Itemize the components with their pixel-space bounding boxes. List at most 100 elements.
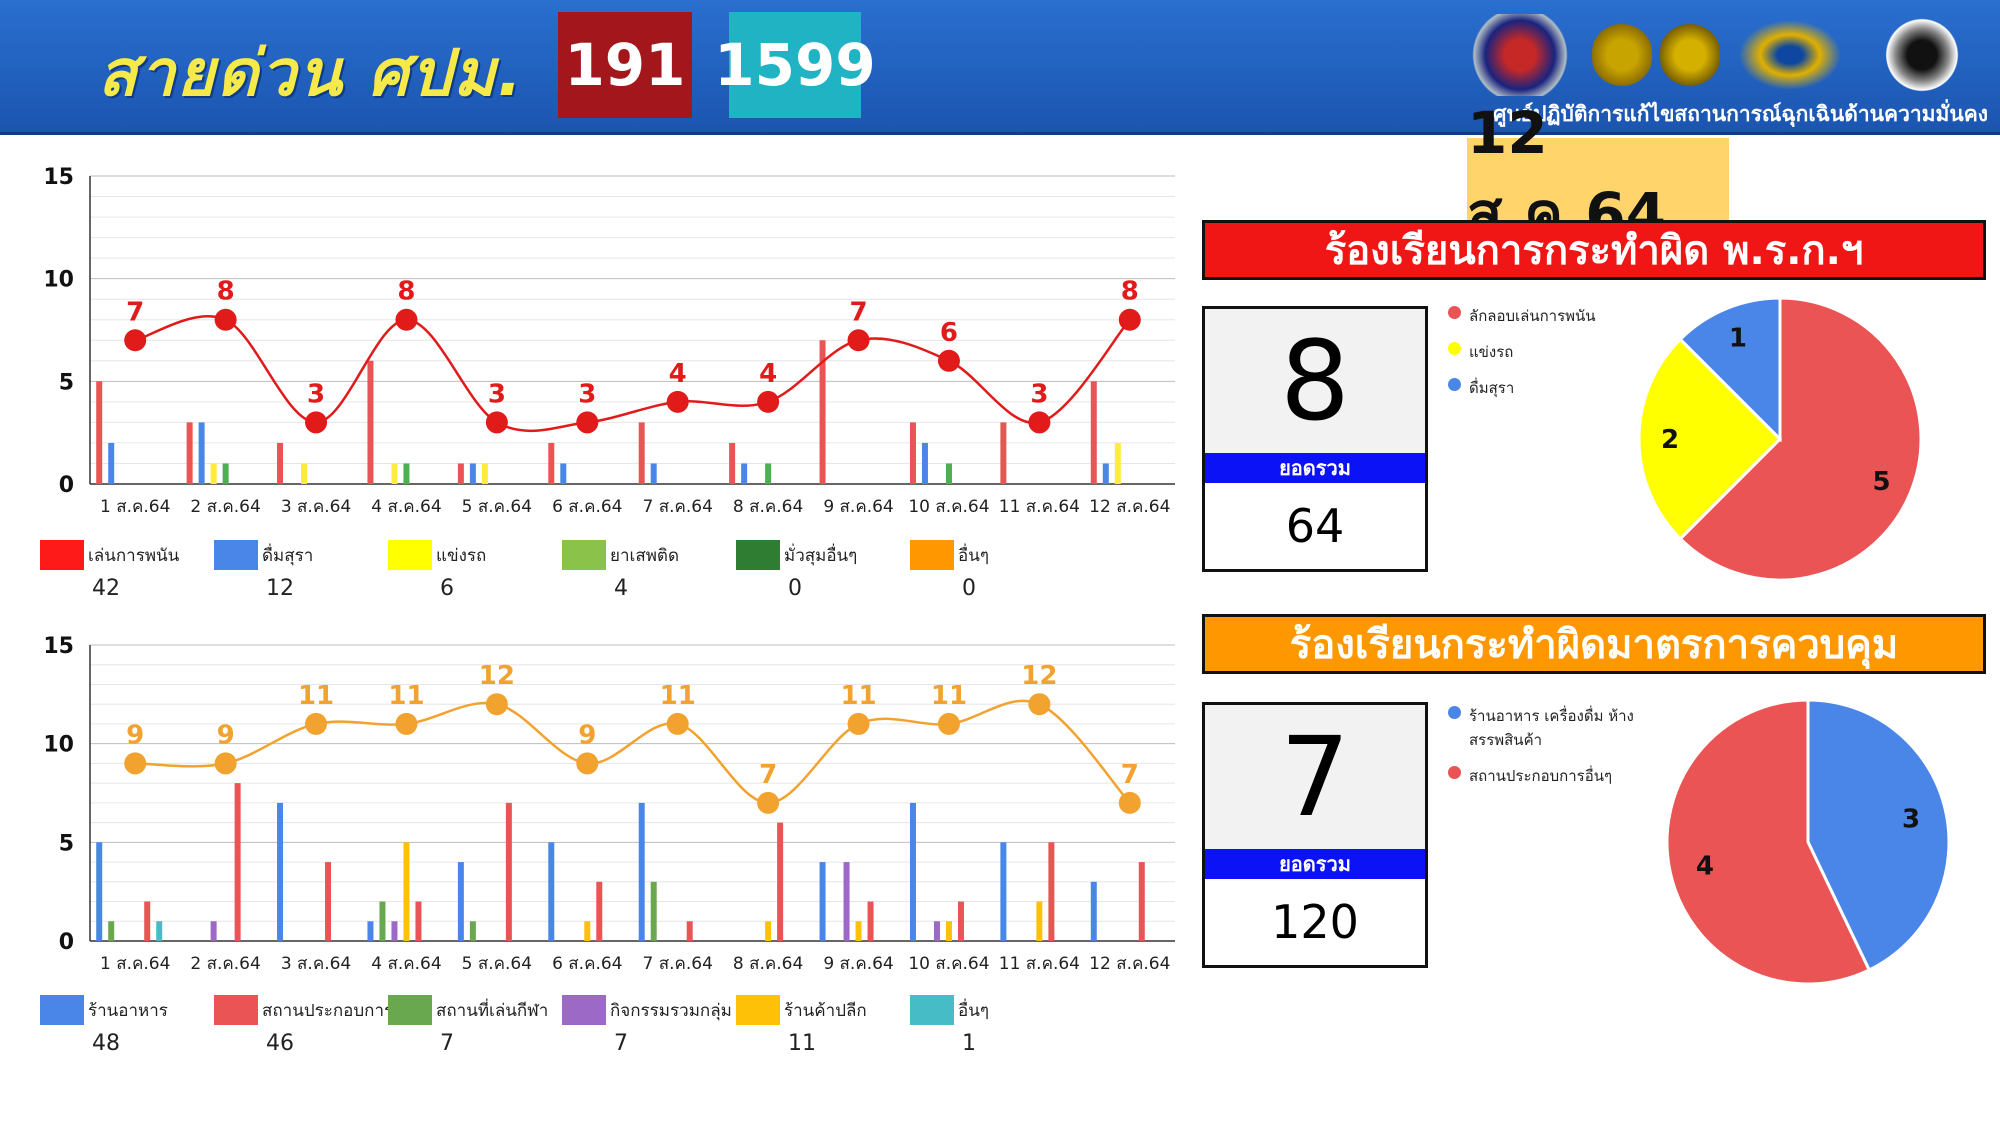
legend-label: ดื่มสุรา bbox=[262, 545, 314, 566]
legend-swatch bbox=[40, 540, 84, 570]
legend-label: สถานประกอบการฯ bbox=[262, 1000, 403, 1021]
bar bbox=[819, 340, 826, 484]
pie-slice bbox=[1637, 337, 1783, 541]
x-tick-label: 1 ส.ค.64 bbox=[100, 497, 170, 517]
bar bbox=[1000, 842, 1007, 941]
trend-point bbox=[847, 712, 870, 735]
bar bbox=[277, 802, 284, 941]
bar bbox=[156, 921, 163, 941]
x-tick-label: 4 ส.ค.64 bbox=[371, 497, 441, 517]
trend-data-label: 6 bbox=[940, 318, 958, 348]
pie-control-today: 34 bbox=[1665, 698, 1951, 986]
x-tick-label: 12 ส.ค.64 bbox=[1089, 497, 1170, 517]
navy-emblem-icon bbox=[1660, 14, 1720, 96]
bar bbox=[909, 422, 916, 484]
legend-total: 4 bbox=[614, 576, 628, 601]
legend-entry: ดื่มสุรา bbox=[214, 540, 388, 570]
header-bar: สายด่วน ศปม. 191 1599 ศูนย์ปฏิบัติการแก้… bbox=[0, 0, 2000, 135]
control-total-label: ยอดรวม bbox=[1205, 849, 1425, 879]
legend-total: 11 bbox=[788, 1031, 816, 1056]
x-tick-label: 3 ส.ค.64 bbox=[281, 954, 351, 974]
military-emblem-icon bbox=[1455, 14, 1585, 96]
trend-point bbox=[214, 308, 237, 331]
bar bbox=[469, 921, 476, 941]
bar bbox=[1048, 842, 1055, 941]
legend-item: ร้านอาหาร 48 bbox=[40, 995, 214, 1056]
bar bbox=[367, 360, 374, 484]
trend-point bbox=[1028, 411, 1051, 434]
pie1-legend-item: แข่งรถ bbox=[1448, 340, 1596, 364]
bar bbox=[638, 802, 645, 941]
trend-point bbox=[937, 712, 960, 735]
x-tick-label: 7 ส.ค.64 bbox=[642, 497, 712, 517]
bar bbox=[548, 842, 555, 941]
legend-label: แข่งรถ bbox=[436, 545, 487, 566]
legend-entry: สถานประกอบการฯ bbox=[214, 995, 403, 1025]
bar bbox=[765, 463, 772, 484]
control-today-count: 7 bbox=[1205, 705, 1425, 849]
legend-label: ร้านอาหาร bbox=[88, 1000, 168, 1021]
trend-data-label: 7 bbox=[849, 297, 867, 327]
trend-line bbox=[135, 699, 1131, 805]
bar bbox=[1114, 442, 1121, 484]
legend-label: ดื่มสุรา bbox=[1469, 379, 1515, 397]
pie1-legend-item: ลักลอบเล่นการพนัน bbox=[1448, 304, 1596, 328]
trend-data-label: 9 bbox=[578, 720, 596, 750]
legend-entry: ร้านอาหาร bbox=[40, 995, 214, 1025]
trend-data-label: 11 bbox=[388, 681, 424, 711]
control-complaints-banner: ร้องเรียนกระทำผิดมาตรการควบคุม bbox=[1202, 614, 1986, 674]
bar bbox=[1000, 422, 1007, 484]
legend-dot-icon bbox=[1448, 342, 1461, 355]
bar bbox=[325, 862, 332, 941]
x-tick-label: 3 ส.ค.64 bbox=[281, 497, 351, 517]
x-tick-label: 9 ส.ค.64 bbox=[823, 497, 893, 517]
legend-total: 12 bbox=[266, 576, 294, 601]
legend-swatch bbox=[562, 540, 606, 570]
pie-value-label: 5 bbox=[1873, 467, 1891, 497]
bar bbox=[96, 381, 103, 484]
x-tick-label: 6 ส.ค.64 bbox=[552, 954, 622, 974]
legend-label: กิจกรรมรวมกลุ่ม bbox=[610, 1000, 732, 1021]
x-tick-label: 12 ส.ค.64 bbox=[1089, 954, 1170, 974]
y-tick-label: 0 bbox=[59, 473, 74, 498]
y-tick-label: 10 bbox=[43, 268, 74, 293]
y-tick-label: 15 bbox=[43, 165, 74, 190]
date-badge: 12 ส.ค.64 bbox=[1467, 99, 1729, 248]
pie-decree-today: 5 2 1 bbox=[1637, 296, 1923, 582]
bar bbox=[867, 901, 874, 941]
x-tick-label: 5 ส.ค.64 bbox=[462, 497, 532, 517]
decree-total-label: ยอดรวม bbox=[1205, 453, 1425, 483]
legend-swatch bbox=[562, 995, 606, 1025]
trend-point bbox=[485, 693, 508, 716]
trend-data-label: 4 bbox=[759, 359, 777, 389]
bar bbox=[186, 422, 193, 484]
pie2-legend: ร้านอาหาร เครื่องดื่ม ห้างสรรพสินค้า สถา… bbox=[1448, 704, 1648, 800]
airforce-emblem-icon bbox=[1730, 14, 1850, 96]
bar bbox=[481, 463, 488, 484]
trend-point bbox=[757, 390, 780, 413]
trend-data-label: 7 bbox=[759, 760, 777, 790]
hotline-1599-badge: 1599 bbox=[714, 12, 876, 118]
decree-total-value: 64 bbox=[1285, 499, 1345, 553]
legend-entry: กิจกรรมรวมกลุ่ม bbox=[562, 995, 736, 1025]
pie-slice bbox=[1806, 698, 1951, 972]
legend-entry: สถานที่เล่นกีฬา bbox=[388, 995, 562, 1025]
trend-data-label: 8 bbox=[1121, 277, 1139, 307]
bar bbox=[933, 921, 940, 941]
bar bbox=[765, 921, 772, 941]
bar bbox=[777, 822, 784, 941]
bar bbox=[1102, 463, 1109, 484]
legend-dot-icon bbox=[1448, 766, 1461, 779]
army-emblem-icon bbox=[1592, 14, 1652, 96]
legend-item: อื่นๆ 0 bbox=[910, 540, 1084, 601]
bar bbox=[391, 921, 398, 941]
legend-entry: เล่นการพนัน bbox=[40, 540, 214, 570]
bar bbox=[457, 862, 464, 941]
bar bbox=[234, 783, 241, 941]
bar bbox=[1036, 901, 1043, 941]
trend-data-label: 11 bbox=[660, 681, 696, 711]
bar bbox=[108, 921, 115, 941]
legend-label: ร้านอาหาร เครื่องดื่ม ห้างสรรพสินค้า bbox=[1469, 707, 1634, 749]
trend-point bbox=[1118, 791, 1141, 814]
legend-label: ลักลอบเล่นการพนัน bbox=[1469, 307, 1596, 325]
